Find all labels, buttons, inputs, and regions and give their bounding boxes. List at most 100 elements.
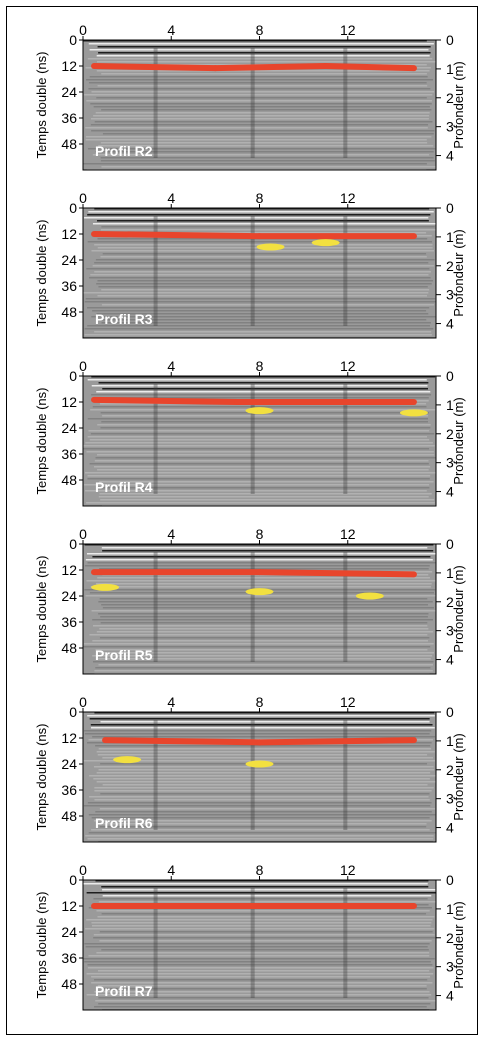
radargram-band	[85, 559, 433, 561]
radargram-band	[86, 973, 434, 975]
x-tick-label: 0	[79, 526, 87, 542]
radargram-column	[343, 720, 348, 830]
radargram-band	[91, 316, 436, 318]
radargram-band	[95, 583, 432, 585]
x-tick-label: 0	[79, 358, 87, 374]
radargram-band	[83, 805, 431, 807]
radargram-band	[100, 256, 427, 258]
radargram-band	[97, 916, 435, 918]
x-tick-label: 4	[167, 22, 175, 38]
y-tick-label-right: 2	[446, 90, 454, 106]
radargram-band	[83, 883, 428, 885]
radargram-band	[102, 784, 428, 786]
y-axis-label-left: Temps double (ns)	[34, 220, 49, 327]
radargram-band	[87, 418, 429, 420]
radargram-band	[86, 892, 436, 894]
y-tick-label-right: 1	[446, 565, 454, 581]
radargram-band	[88, 88, 431, 90]
radargram-band	[96, 61, 436, 63]
radargram-band	[95, 649, 428, 651]
radargram-band	[97, 577, 430, 579]
y-tick-label-right: 1	[446, 901, 454, 917]
radargram-band	[101, 886, 429, 888]
radargram-band	[101, 949, 429, 951]
y-tick-label-left: 24	[61, 924, 77, 940]
radargram-band	[86, 100, 432, 102]
radargram-band	[92, 619, 434, 621]
radargram-band	[86, 79, 434, 81]
radargram-band	[83, 40, 427, 42]
radargram-band	[94, 397, 429, 399]
radargram-band	[97, 424, 431, 426]
radargram-band	[96, 772, 431, 774]
radargram-band	[88, 277, 431, 279]
radargram-band	[85, 472, 436, 474]
radargram-band	[101, 913, 427, 915]
radargram-band	[102, 388, 428, 390]
radargram-band	[99, 481, 434, 483]
radargram-band	[94, 991, 430, 993]
radargram-column	[153, 48, 158, 158]
radargram-band	[85, 442, 433, 444]
radargram-band	[93, 898, 428, 900]
radargram-band	[98, 748, 432, 750]
radargram-band	[97, 220, 429, 222]
radargram-band	[102, 889, 436, 891]
radargram-band	[89, 718, 430, 720]
y-tick-label-left: 48	[61, 640, 77, 656]
radargram-band	[86, 994, 432, 996]
radargram-column	[343, 216, 348, 326]
radargram-band	[100, 721, 430, 723]
radargram-band	[85, 136, 432, 138]
radargram-band	[90, 727, 435, 729]
radargram-band	[102, 415, 429, 417]
x-tick-label: 12	[340, 190, 356, 206]
radargram-band	[100, 142, 428, 144]
radargram-band	[98, 658, 431, 660]
radargram-band	[102, 895, 432, 897]
y-tick-label-left: 24	[61, 420, 77, 436]
radargram-band	[96, 313, 429, 315]
x-tick-label: 8	[256, 694, 264, 710]
yellow-reflector	[113, 756, 142, 764]
radargram-band	[86, 553, 436, 555]
radargram-band	[91, 376, 436, 378]
radargram-band	[98, 1003, 431, 1005]
radargram-band	[83, 646, 431, 648]
y-tick-label-right: 4	[446, 484, 454, 500]
yellow-reflector	[245, 407, 274, 415]
radargram-band	[83, 643, 434, 645]
radargram-band	[92, 625, 428, 627]
y-tick-label-left: 12	[61, 562, 77, 578]
y-tick-label-right: 3	[446, 623, 454, 639]
radargram-band	[97, 754, 428, 756]
x-tick-label: 12	[340, 862, 356, 878]
radargram-band	[99, 493, 432, 495]
radargram-band	[100, 499, 435, 501]
radargram-band	[87, 838, 434, 840]
y-tick-label-left: 36	[61, 446, 77, 462]
radargram-band	[86, 268, 430, 270]
radargram-band	[89, 634, 428, 636]
x-tick-label: 8	[256, 190, 264, 206]
radargram-band	[98, 601, 433, 603]
y-tick-label-left: 36	[61, 110, 77, 126]
radargram-band	[87, 241, 432, 243]
radargram-band	[91, 250, 435, 252]
radargram-band	[88, 814, 436, 816]
radargram-band	[96, 70, 430, 72]
radargram-band	[88, 211, 434, 213]
radargram-band	[89, 775, 436, 777]
radargram-band	[84, 484, 430, 486]
y-tick-label-right: 2	[446, 258, 454, 274]
radargram-band	[98, 664, 434, 666]
yellow-reflector	[311, 239, 340, 247]
radargram-band	[83, 163, 427, 165]
radargram-band	[100, 232, 427, 234]
red-reflector	[212, 63, 329, 72]
radargram-band	[84, 733, 430, 735]
radargram-band	[84, 334, 432, 336]
